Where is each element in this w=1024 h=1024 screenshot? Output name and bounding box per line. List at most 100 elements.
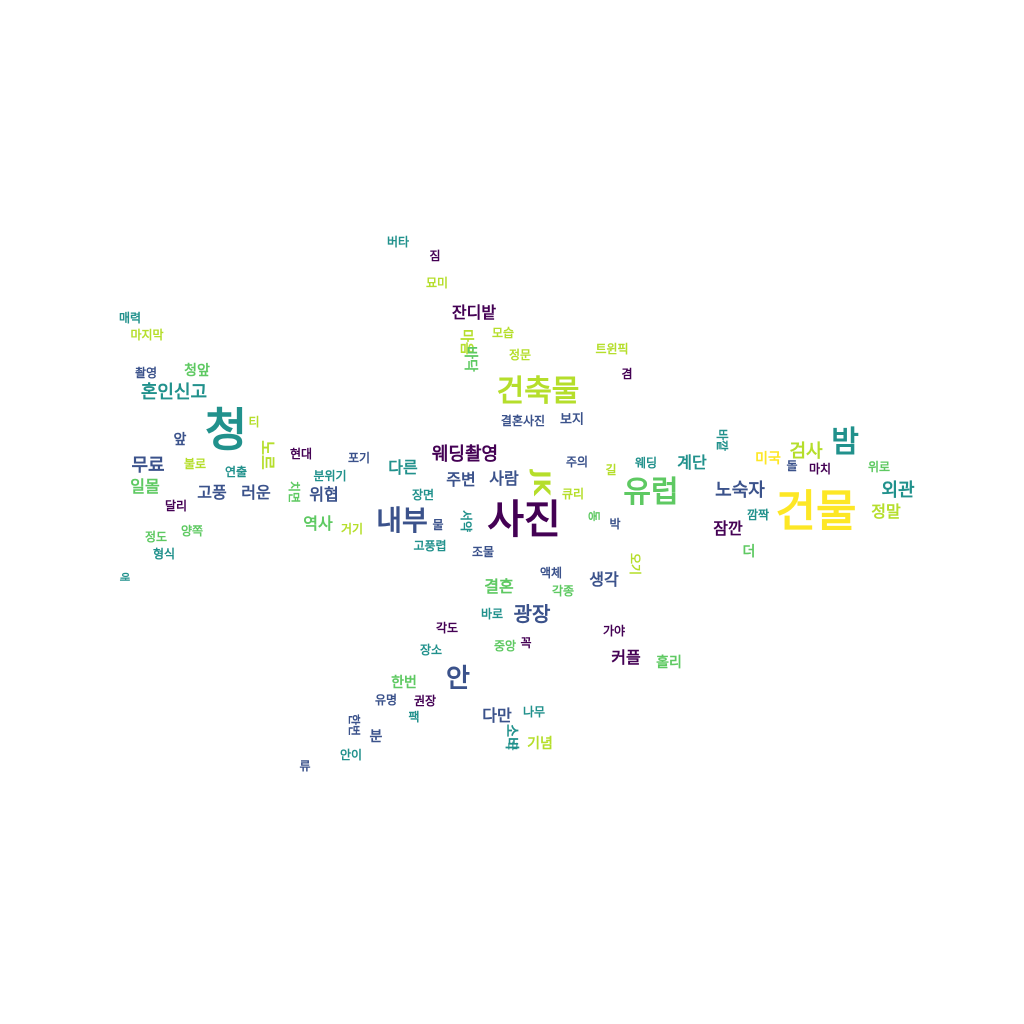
word: 물 bbox=[432, 518, 444, 532]
word: 장면 bbox=[411, 488, 435, 502]
word: 홀리 bbox=[656, 655, 682, 671]
word: 트윈픽 bbox=[595, 342, 629, 356]
word: 잔디밭 bbox=[451, 303, 497, 322]
word: 러운 bbox=[241, 483, 271, 502]
word: 근 bbox=[506, 741, 517, 751]
word: 주변 bbox=[446, 470, 476, 489]
word: 바닥 bbox=[462, 346, 478, 372]
word: 연출 bbox=[224, 465, 248, 479]
word: 애 bbox=[118, 572, 129, 582]
word: 박 bbox=[609, 517, 621, 531]
word: 광장 bbox=[513, 602, 551, 626]
word: 기념 bbox=[527, 736, 553, 752]
word: 버타 bbox=[386, 235, 410, 249]
word: 나무 bbox=[522, 705, 546, 719]
word: 한번 bbox=[347, 713, 361, 737]
word: 양쪽 bbox=[180, 524, 204, 538]
word: 위로 bbox=[867, 460, 891, 474]
word: 묘미 bbox=[425, 276, 449, 290]
word: 미국 bbox=[755, 451, 781, 467]
word: 현대 bbox=[289, 447, 313, 461]
word: 커플 bbox=[611, 648, 641, 667]
word: 결혼 bbox=[484, 577, 514, 596]
word: 바로 bbox=[480, 607, 504, 621]
word: 혼인신고 bbox=[140, 382, 208, 403]
word: 불로 bbox=[183, 457, 207, 471]
word: 거기 bbox=[340, 522, 364, 536]
word: 서약 bbox=[459, 509, 473, 533]
word: 형식 bbox=[152, 547, 176, 561]
word: 매력 bbox=[118, 311, 142, 325]
word: 치면 bbox=[287, 480, 301, 504]
word: 티 bbox=[248, 415, 260, 429]
word: 결혼사진 bbox=[500, 414, 546, 428]
word: 안 bbox=[446, 664, 470, 694]
word: 액체 bbox=[539, 566, 563, 580]
word: 모습 bbox=[491, 326, 515, 340]
word: 마치 bbox=[808, 462, 832, 476]
word: 팩 bbox=[408, 710, 420, 724]
word: 겸 bbox=[621, 367, 633, 381]
word: 앞 bbox=[173, 432, 187, 448]
word: 짐 bbox=[429, 249, 441, 263]
word: 각도 bbox=[435, 621, 459, 635]
word: 건축물 bbox=[496, 374, 580, 409]
word: 마지막 bbox=[130, 328, 164, 342]
word: 꼭 bbox=[520, 636, 532, 650]
word: 정도 bbox=[144, 530, 168, 544]
word: 고풍렵 bbox=[413, 539, 447, 553]
word: 큐리 bbox=[561, 487, 585, 501]
word: 계단 bbox=[677, 453, 707, 472]
word: 청 bbox=[204, 403, 248, 457]
word: 건물 bbox=[775, 486, 857, 537]
word: 웨딩촬영 bbox=[431, 444, 499, 465]
word: 정말 bbox=[871, 502, 901, 521]
word: 노르 bbox=[258, 440, 277, 470]
word: 장소 bbox=[419, 643, 443, 657]
word: 사진 bbox=[487, 497, 561, 543]
word: 유럽 bbox=[623, 475, 679, 510]
word: 돌 bbox=[786, 459, 798, 473]
word: 외관 bbox=[881, 480, 915, 501]
word: 사람 bbox=[489, 469, 519, 488]
word: 바깥 bbox=[715, 428, 729, 452]
word: 분 bbox=[369, 729, 383, 745]
word: 달리 bbox=[164, 499, 188, 513]
word: 포기 bbox=[347, 451, 371, 465]
word: 역사 bbox=[303, 514, 333, 533]
word: 내부 bbox=[376, 504, 428, 537]
word: JK bbox=[528, 470, 553, 496]
word: 오기 bbox=[628, 552, 642, 576]
word: 생각 bbox=[589, 570, 619, 589]
word: 안이 bbox=[339, 748, 363, 762]
word: 무료 bbox=[131, 455, 165, 476]
word: 깜짝 bbox=[746, 508, 770, 522]
word: 촬영 bbox=[134, 366, 158, 380]
word: 고풍 bbox=[197, 483, 227, 502]
word: 동 bbox=[587, 510, 601, 522]
word: 가야 bbox=[602, 624, 626, 638]
word: 유명 bbox=[374, 693, 398, 707]
word: 주의 bbox=[565, 455, 589, 469]
word: 위협 bbox=[309, 485, 339, 504]
word: 정문 bbox=[508, 348, 532, 362]
word: 밤 bbox=[831, 425, 859, 460]
word: 웨딩 bbox=[634, 456, 658, 470]
word: 일몰 bbox=[130, 477, 160, 496]
word: 노숙자 bbox=[715, 480, 765, 501]
word: 보지 bbox=[560, 412, 584, 428]
word: 길 bbox=[605, 463, 617, 477]
word: 류 bbox=[299, 759, 311, 773]
word: 검사 bbox=[789, 441, 823, 462]
word: 다른 bbox=[388, 458, 418, 477]
word: 한번 bbox=[391, 675, 417, 691]
word: 청앞 bbox=[184, 363, 210, 379]
word: 각종 bbox=[551, 584, 575, 598]
word: 조물 bbox=[471, 545, 495, 559]
word: 더 bbox=[742, 544, 756, 560]
word: 분위기 bbox=[313, 469, 347, 483]
word: 중앙 bbox=[493, 639, 517, 653]
word: 다만 bbox=[482, 706, 512, 725]
word: 잠깐 bbox=[713, 519, 743, 538]
